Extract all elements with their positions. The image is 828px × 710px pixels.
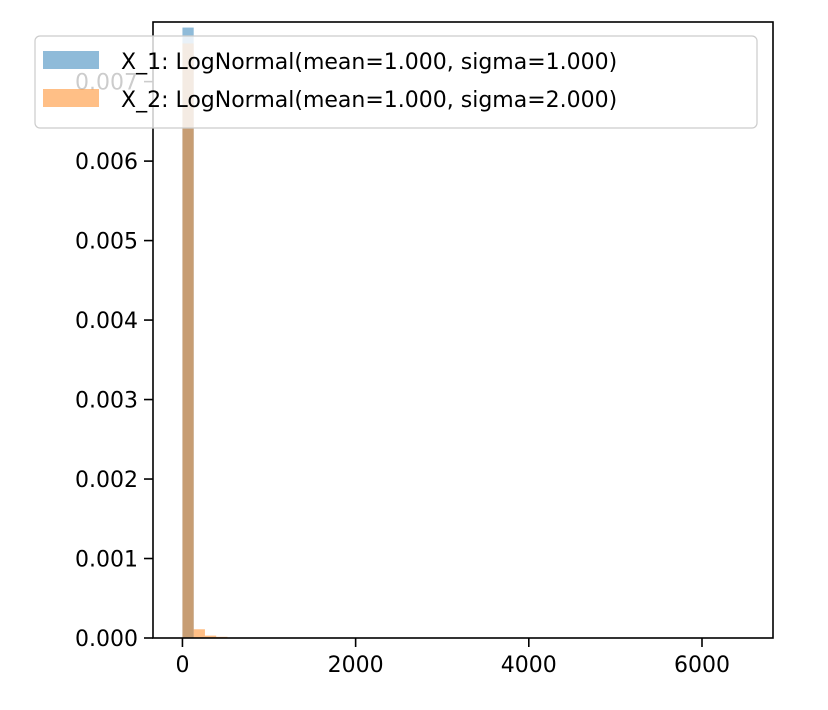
legend: X_1: LogNormal(mean=1.000, sigma=1.000) X… [34, 35, 758, 129]
histogram-bar-series-2-bin-1 [182, 43, 194, 639]
legend-label-2: X_2: LogNormal(mean=1.000, sigma=2.000) [121, 88, 617, 113]
legend-swatch-1 [43, 51, 99, 69]
y-tick-label-1: 0.001 [75, 548, 138, 573]
histogram-bar-series-2-bin-2 [193, 629, 205, 638]
x-axis: 0 2000 4000 6000 [175, 638, 730, 678]
x-tick-label-3: 6000 [674, 653, 730, 678]
y-tick-label-2: 0.002 [75, 468, 138, 493]
legend-swatch-2 [43, 89, 99, 107]
x-tick-label-1: 2000 [328, 653, 384, 678]
y-tick-label-3: 0.003 [75, 389, 138, 414]
legend-box [34, 35, 758, 129]
y-tick-label-0: 0.000 [75, 627, 138, 652]
y-tick-label-6: 0.006 [75, 150, 138, 175]
legend-label-1: X_1: LogNormal(mean=1.000, sigma=1.000) [121, 50, 617, 75]
plot-frame [152, 21, 774, 639]
y-tick-label-5: 0.005 [75, 230, 138, 255]
histogram-bar-series-2-bin-3 [204, 635, 217, 638]
y-tick-label-4: 0.004 [75, 309, 138, 334]
x-tick-label-2: 4000 [501, 653, 557, 678]
x-tick-label-0: 0 [175, 653, 189, 678]
